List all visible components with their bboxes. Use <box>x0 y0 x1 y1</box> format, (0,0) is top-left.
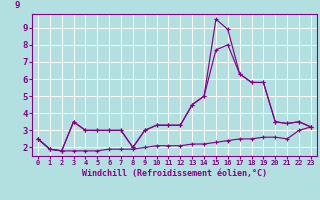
X-axis label: Windchill (Refroidissement éolien,°C): Windchill (Refroidissement éolien,°C) <box>82 169 267 178</box>
Text: 9: 9 <box>15 1 20 10</box>
